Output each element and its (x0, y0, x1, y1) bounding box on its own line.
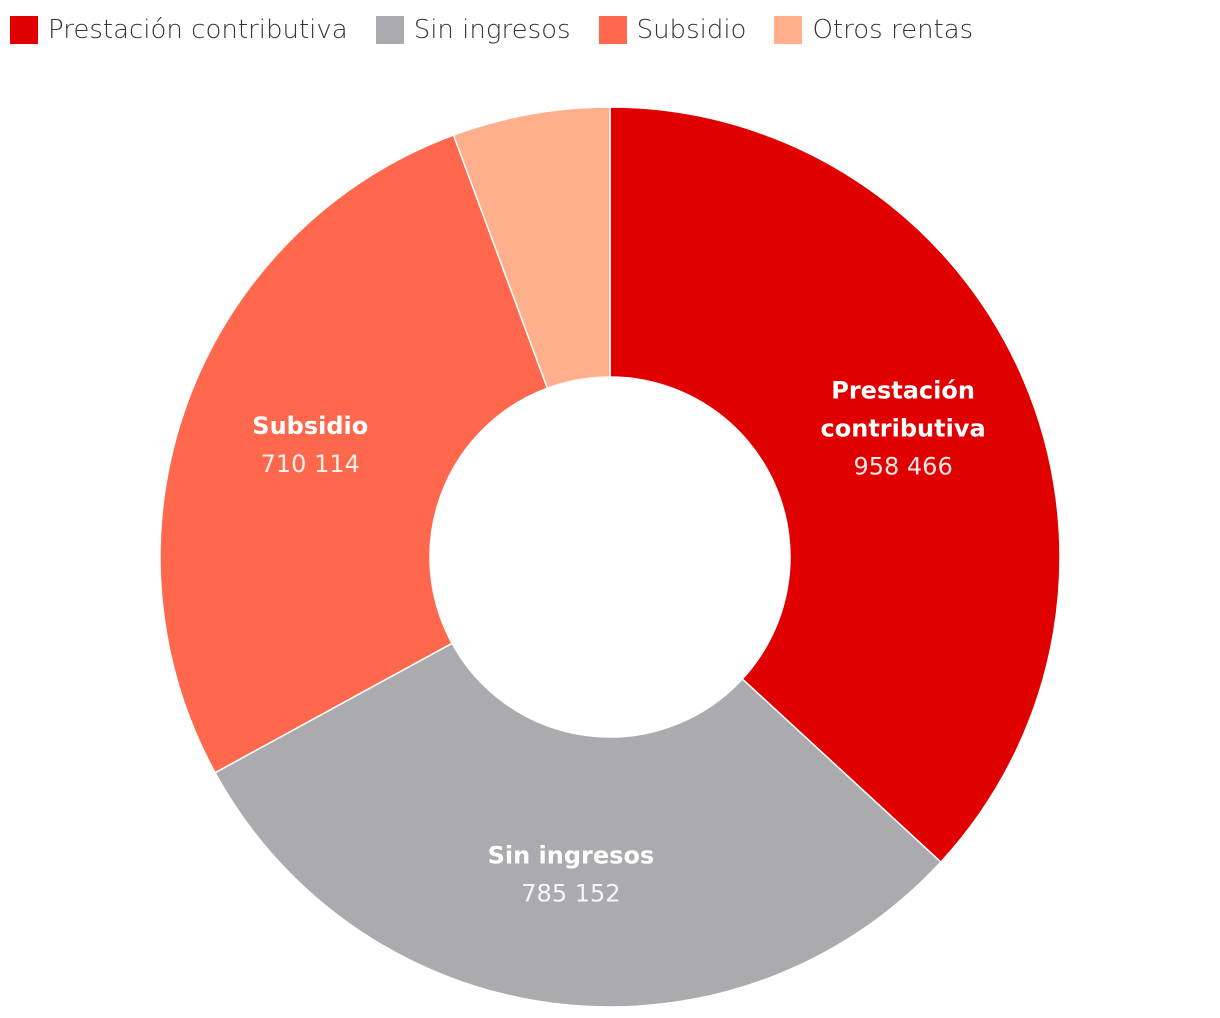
slice-value-sin-ingresos: 785 152 (521, 880, 620, 908)
slice-label-sin-ingresos: Sin ingresos (488, 842, 655, 870)
slice-prestacion-contributiva[interactable] (609, 106, 1061, 864)
donut-slices (159, 106, 1061, 1008)
legend-label-prestacion-contributiva: Prestación contributiva (48, 15, 348, 45)
legend-item-sin-ingresos[interactable]: Sin ingresos (375, 15, 571, 45)
slice-subsidio[interactable] (159, 134, 549, 774)
legend-label-sin-ingresos: Sin ingresos (413, 15, 571, 45)
slice-label-prestacion-contributiva-line-2: contributiva (821, 415, 986, 443)
legend-item-subsidio[interactable]: Subsidio (598, 15, 747, 45)
legend-item-prestacion-contributiva[interactable]: Prestación contributiva (10, 15, 348, 45)
legend-item-otros-rentas[interactable]: Otros rentas (774, 15, 973, 45)
donut-labels: Prestación contributiva 958 466 Sin ingreso… (252, 377, 985, 908)
legend-swatch-subsidio (598, 16, 627, 44)
slice-value-subsidio: 710 114 (261, 450, 360, 478)
legend-label-subsidio: Subsidio (636, 15, 747, 45)
legend-swatch-prestacion-contributiva (10, 16, 38, 44)
slice-otros-rentas[interactable] (452, 106, 611, 390)
legend-swatch-otros-rentas (774, 16, 803, 44)
slice-label-prestacion-contributiva-line-1: Prestación (831, 377, 975, 405)
legend-label-otros-rentas: Otros rentas (812, 15, 974, 45)
legend-swatch-sin-ingresos (375, 16, 404, 44)
slice-label-subsidio: Subsidio (252, 412, 368, 440)
slice-sin-ingresos[interactable] (214, 642, 942, 1008)
chart-legend: Prestación contributiva Sin ingresos Sub… (10, 10, 973, 50)
slice-value-prestacion-contributiva: 958 466 (853, 453, 952, 481)
